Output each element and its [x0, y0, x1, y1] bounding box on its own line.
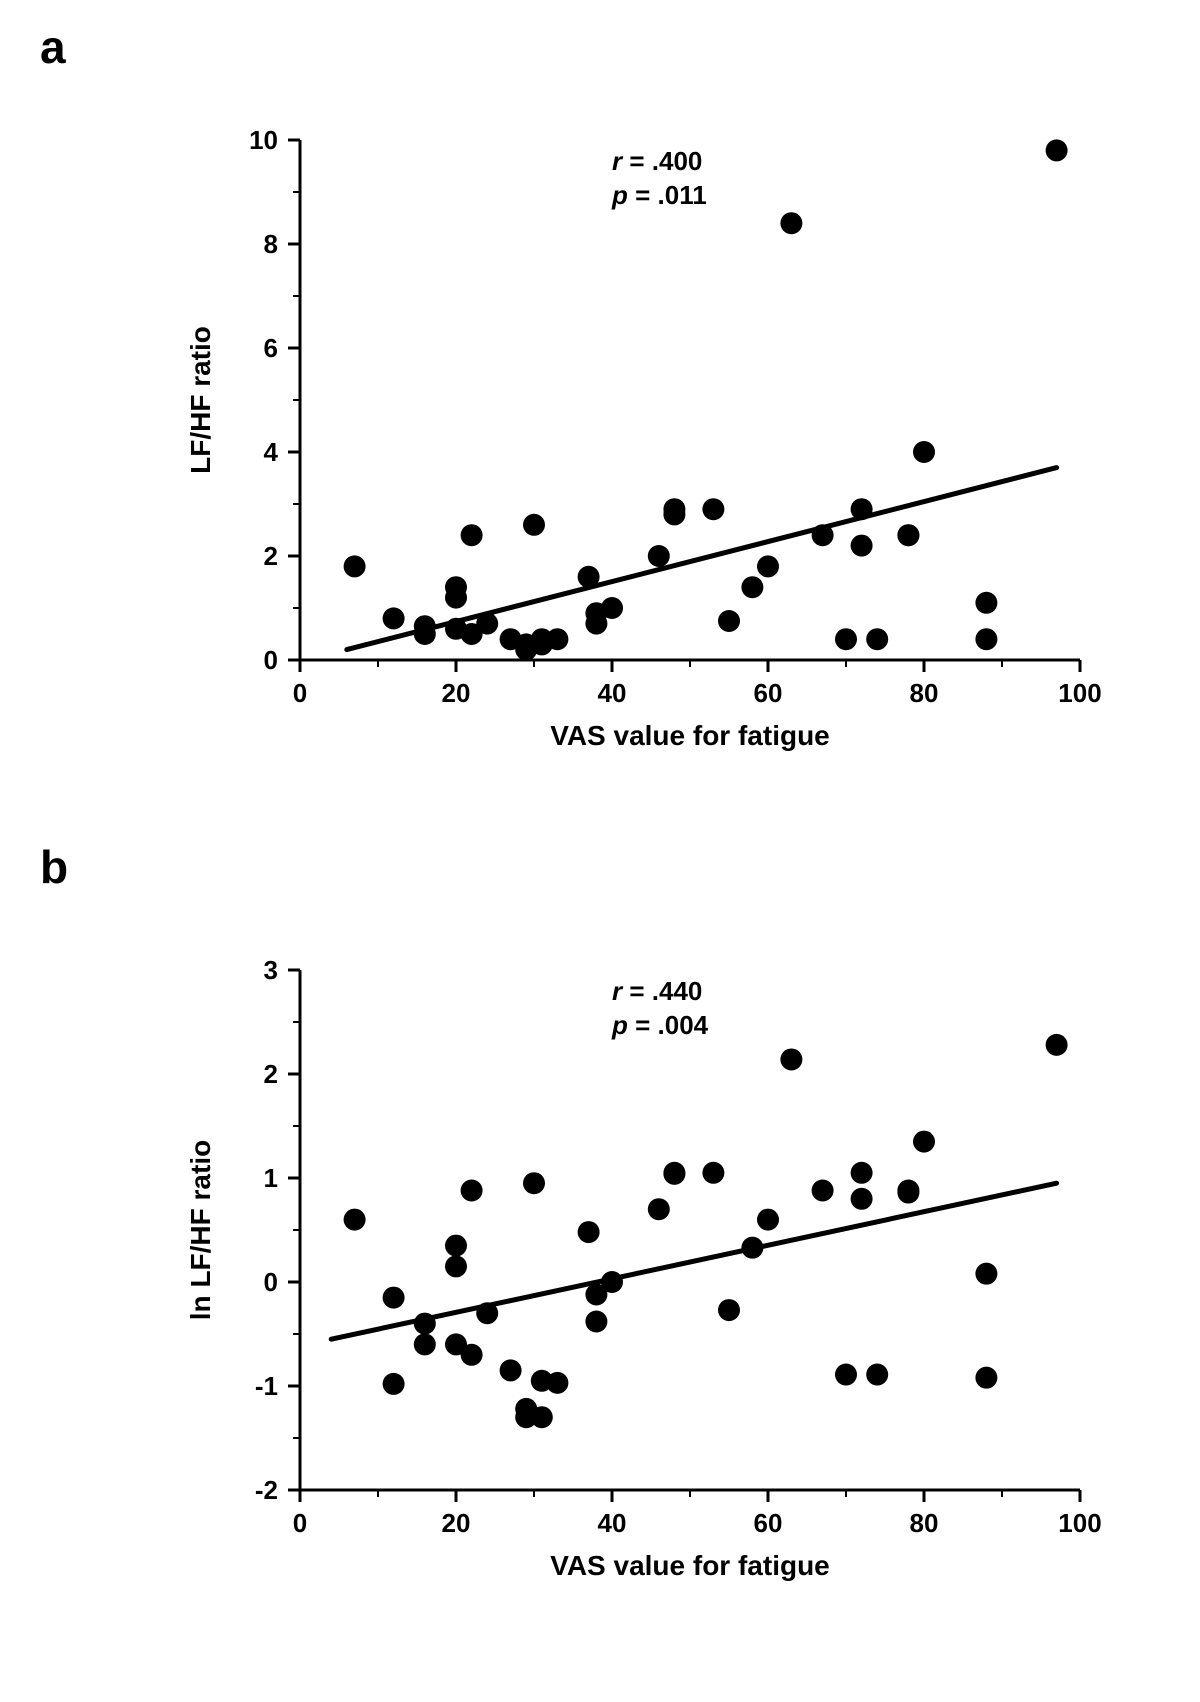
panel-label-a: a: [40, 20, 66, 74]
svg-text:40: 40: [598, 678, 627, 708]
svg-text:80: 80: [910, 1508, 939, 1538]
svg-text:2: 2: [264, 541, 278, 571]
svg-text:0: 0: [293, 678, 307, 708]
svg-text:2: 2: [264, 1059, 278, 1089]
svg-text:60: 60: [754, 678, 783, 708]
svg-text:0: 0: [293, 1508, 307, 1538]
svg-text:100: 100: [1058, 1508, 1101, 1538]
panel-label-a-text: a: [40, 21, 66, 73]
svg-text:4: 4: [264, 437, 279, 467]
svg-text:-1: -1: [255, 1371, 278, 1401]
svg-text:0: 0: [264, 1267, 278, 1297]
scatter-plot-a: 0 20 40 60 80 100 0 2 4 6 8 10 VAS value for fatigue…: [170, 120, 1110, 770]
svg-text:100: 100: [1058, 678, 1101, 708]
panel-label-b-text: b: [40, 841, 68, 893]
svg-text:3: 3: [264, 955, 278, 985]
svg-text:r = .440: r = .440: [612, 976, 702, 1006]
svg-text:VAS value for fatigue: VAS value for fatigue: [550, 720, 830, 751]
svg-text:0: 0: [264, 645, 278, 675]
svg-text:r = .400: r = .400: [612, 146, 702, 176]
svg-text:40: 40: [598, 1508, 627, 1538]
svg-text:VAS value for fatigue: VAS value for fatigue: [550, 1550, 830, 1581]
svg-text:20: 20: [442, 678, 471, 708]
chart-b: 0 20 40 60 80 100 -2 -1 0 1 2 3 VAS value for fatigu…: [170, 950, 1110, 1600]
scatter-plot-b: 0 20 40 60 80 100 -2 -1 0 1 2 3 VAS value for fatigu…: [170, 950, 1110, 1600]
svg-text:-2: -2: [255, 1475, 278, 1505]
svg-text:p = .011: p = .011: [611, 180, 707, 210]
svg-text:ln LF/HF ratio: ln LF/HF ratio: [185, 1140, 216, 1320]
figure-page: { "panel_labels": { "a": "a", "b": "b" }…: [0, 0, 1200, 1702]
svg-text:6: 6: [264, 333, 278, 363]
svg-text:60: 60: [754, 1508, 783, 1538]
svg-text:LF/HF ratio: LF/HF ratio: [185, 326, 216, 474]
svg-text:20: 20: [442, 1508, 471, 1538]
svg-text:80: 80: [910, 678, 939, 708]
svg-text:1: 1: [264, 1163, 278, 1193]
svg-text:p = .004: p = .004: [611, 1010, 709, 1040]
svg-text:10: 10: [249, 125, 278, 155]
chart-a: 0 20 40 60 80 100 0 2 4 6 8 10 VAS value for fatigue…: [170, 120, 1110, 770]
panel-label-b: b: [40, 840, 68, 894]
svg-text:8: 8: [264, 229, 278, 259]
